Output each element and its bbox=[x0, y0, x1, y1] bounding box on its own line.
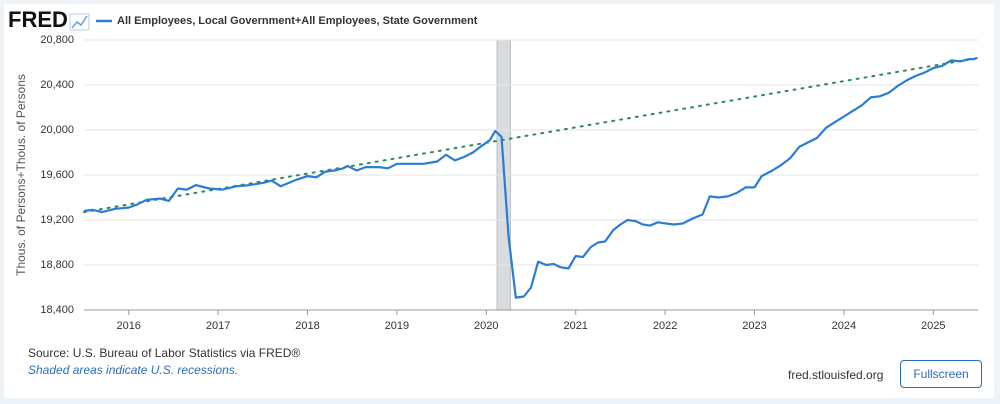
y-tick-label: 18,400 bbox=[40, 304, 74, 316]
legend-label: All Employees, Local Government+All Empl… bbox=[117, 15, 478, 27]
x-tick-label: 2021 bbox=[563, 320, 587, 332]
x-tick-label: 2016 bbox=[116, 320, 140, 332]
fullscreen-button[interactable]: Fullscreen bbox=[900, 360, 982, 388]
y-tick-label: 20,400 bbox=[40, 79, 74, 91]
x-tick-label: 2022 bbox=[653, 320, 677, 332]
source: Source: U.S. Bureau of Labor Statistics … bbox=[28, 346, 301, 360]
data-line bbox=[83, 58, 976, 299]
logo-frame bbox=[69, 13, 90, 31]
y-tick-label: 20,000 bbox=[40, 124, 74, 136]
x-tick-label: 2018 bbox=[295, 320, 319, 332]
y-tick-label: 19,200 bbox=[40, 214, 74, 226]
x-tick-label: 2025 bbox=[921, 320, 945, 332]
logo-icon bbox=[71, 15, 88, 29]
x-tick-label: 2017 bbox=[206, 320, 230, 332]
x-tick-label: 2019 bbox=[385, 320, 409, 332]
y-tick-label: 18,800 bbox=[40, 259, 74, 271]
site-link[interactable]: fred.stlouisfed.org bbox=[788, 368, 884, 382]
x-tick-label: 2023 bbox=[742, 320, 766, 332]
logo: FRED bbox=[8, 7, 68, 32]
x-tick-label: 2024 bbox=[832, 320, 856, 332]
y-axis-label: Thous. of Persons+Thous. of Persons bbox=[14, 74, 28, 276]
y-tick-label: 20,800 bbox=[40, 34, 74, 46]
x-tick-label: 2020 bbox=[474, 320, 498, 332]
recession-note: Shaded areas indicate U.S. recessions. bbox=[28, 363, 239, 377]
y-tick-label: 19,600 bbox=[40, 169, 74, 181]
